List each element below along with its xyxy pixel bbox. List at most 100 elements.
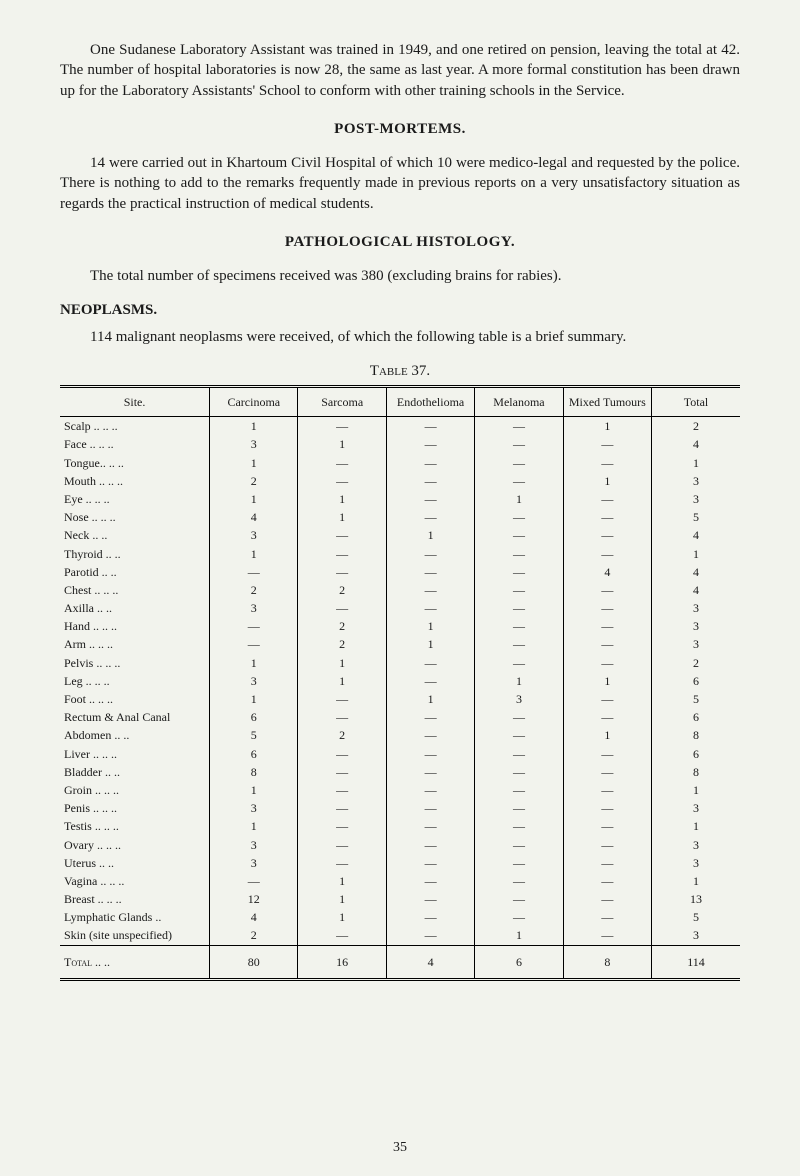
value-cell: — (298, 526, 386, 544)
site-cell: Foot .. .. .. (60, 690, 210, 708)
table-row: Eye .. .. ..11—1—3 (60, 490, 740, 508)
value-cell: — (475, 890, 563, 908)
value-cell: 13 (652, 890, 740, 908)
table-header-row: Site. Carcinoma Sarcoma Endothelioma Mel… (60, 387, 740, 417)
table-row: Nose .. .. ..41———5 (60, 508, 740, 526)
value-cell: — (475, 581, 563, 599)
value-cell: — (563, 926, 651, 945)
col-sarcoma: Sarcoma (298, 387, 386, 417)
table-row: Foot .. .. ..1—13—5 (60, 690, 740, 708)
site-cell: Neck .. .. (60, 526, 210, 544)
value-cell: 1 (386, 690, 474, 708)
value-cell: — (386, 890, 474, 908)
value-cell: — (298, 854, 386, 872)
value-cell: — (386, 490, 474, 508)
site-cell: Axilla .. .. (60, 599, 210, 617)
value-cell: 1 (210, 690, 298, 708)
site-cell: Liver .. .. .. (60, 745, 210, 763)
value-cell: — (475, 726, 563, 744)
value-cell: — (563, 435, 651, 453)
value-cell: 1 (652, 817, 740, 835)
site-cell: Uterus .. .. (60, 854, 210, 872)
value-cell: 1 (210, 454, 298, 472)
value-cell: — (563, 890, 651, 908)
value-cell: 3 (210, 836, 298, 854)
value-cell: — (563, 817, 651, 835)
value-cell: 1 (298, 872, 386, 890)
site-cell: Testis .. .. .. (60, 817, 210, 835)
value-cell: — (563, 690, 651, 708)
value-cell: 4 (210, 908, 298, 926)
site-cell: Parotid .. .. (60, 563, 210, 581)
site-cell: Scalp .. .. .. (60, 417, 210, 436)
value-cell: — (475, 708, 563, 726)
value-cell: 6 (210, 745, 298, 763)
value-cell: 1 (652, 781, 740, 799)
value-cell: 3 (210, 672, 298, 690)
table-row: Abdomen .. ..52——18 (60, 726, 740, 744)
value-cell: — (298, 817, 386, 835)
value-cell: — (563, 745, 651, 763)
site-cell: Bladder .. .. (60, 763, 210, 781)
site-cell: Penis .. .. .. (60, 799, 210, 817)
value-cell: 3 (210, 854, 298, 872)
total-melanoma: 6 (475, 945, 563, 979)
value-cell: — (563, 799, 651, 817)
value-cell: 5 (210, 726, 298, 744)
col-carcinoma: Carcinoma (210, 387, 298, 417)
value-cell: — (386, 563, 474, 581)
value-cell: — (475, 745, 563, 763)
value-cell: — (563, 581, 651, 599)
value-cell: 4 (210, 508, 298, 526)
value-cell: — (386, 763, 474, 781)
value-cell: — (298, 708, 386, 726)
table-row: Pelvis .. .. ..11———2 (60, 654, 740, 672)
value-cell: 1 (298, 435, 386, 453)
value-cell: 6 (652, 708, 740, 726)
value-cell: 3 (210, 599, 298, 617)
value-cell: 1 (210, 417, 298, 436)
value-cell: 12 (210, 890, 298, 908)
total-carcinoma: 80 (210, 945, 298, 979)
site-cell: Lymphatic Glands .. (60, 908, 210, 926)
value-cell: 4 (652, 563, 740, 581)
value-cell: 1 (210, 490, 298, 508)
table-row: Thyroid .. ..1————1 (60, 545, 740, 563)
table-row: Hand .. .. ..—21——3 (60, 617, 740, 635)
total-sarcoma: 16 (298, 945, 386, 979)
value-cell: — (475, 854, 563, 872)
value-cell: 1 (652, 872, 740, 890)
value-cell: 1 (563, 417, 651, 436)
value-cell: — (386, 472, 474, 490)
value-cell: — (298, 781, 386, 799)
value-cell: — (386, 545, 474, 563)
value-cell: 6 (210, 708, 298, 726)
value-cell: 2 (298, 726, 386, 744)
table-total-row: Total .. .. 80 16 4 6 8 114 (60, 945, 740, 979)
value-cell: 1 (210, 545, 298, 563)
value-cell: — (386, 672, 474, 690)
value-cell: — (386, 599, 474, 617)
table-row: Axilla .. ..3————3 (60, 599, 740, 617)
value-cell: 1 (563, 672, 651, 690)
value-cell: — (475, 836, 563, 854)
value-cell: — (475, 617, 563, 635)
table-row: Breast .. .. ..121———13 (60, 890, 740, 908)
table-label: Table 37. (60, 361, 740, 381)
value-cell: — (475, 508, 563, 526)
value-cell: — (475, 763, 563, 781)
value-cell: 1 (386, 617, 474, 635)
value-cell: 1 (563, 472, 651, 490)
value-cell: — (475, 526, 563, 544)
table-row: Ovary .. .. ..3————3 (60, 836, 740, 854)
value-cell: — (210, 617, 298, 635)
table-row: Penis .. .. ..3————3 (60, 799, 740, 817)
value-cell: — (386, 926, 474, 945)
site-cell: Abdomen .. .. (60, 726, 210, 744)
value-cell: 2 (652, 417, 740, 436)
value-cell: — (563, 872, 651, 890)
table-row: Scalp .. .. ..1———12 (60, 417, 740, 436)
table-row: Mouth .. .. ..2———13 (60, 472, 740, 490)
site-cell: Vagina .. .. .. (60, 872, 210, 890)
value-cell: — (298, 563, 386, 581)
